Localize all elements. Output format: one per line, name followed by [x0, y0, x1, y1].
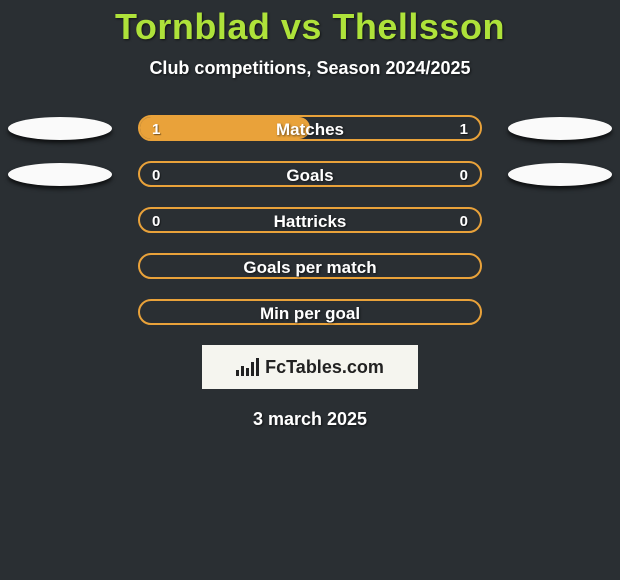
stat-left-value: 0 [152, 163, 160, 189]
stat-label: Hattricks [274, 212, 347, 231]
stat-label: Goals per match [243, 258, 376, 277]
stat-left-value: 1 [152, 117, 160, 143]
stat-row: Goals per match [0, 253, 620, 279]
player-ellipse-left [8, 117, 112, 140]
infographic-canvas: Tornblad vs Thellsson Club competitions,… [0, 0, 620, 580]
stat-right-value: 0 [460, 163, 468, 189]
logo-box: FcTables.com [202, 345, 418, 389]
stat-row: 0 0 Hattricks [0, 207, 620, 233]
stat-bar: 1 1 Matches [138, 115, 482, 141]
stat-bar: 0 0 Hattricks [138, 207, 482, 233]
stat-label: Goals [286, 166, 333, 185]
stat-bar: 0 0 Goals [138, 161, 482, 187]
player-ellipse-right [508, 163, 612, 186]
stat-label: Min per goal [260, 304, 360, 323]
logo-text: FcTables.com [265, 357, 384, 378]
stat-bar: Min per goal [138, 299, 482, 325]
stat-right-value: 1 [460, 117, 468, 143]
player-ellipse-left [8, 163, 112, 186]
subtitle: Club competitions, Season 2024/2025 [0, 58, 620, 79]
stat-right-value: 0 [460, 209, 468, 235]
stat-row: 1 1 Matches [0, 115, 620, 141]
date-text: 3 march 2025 [0, 409, 620, 430]
stat-bar: Goals per match [138, 253, 482, 279]
stat-label: Matches [276, 120, 344, 139]
page-title: Tornblad vs Thellsson [0, 0, 620, 48]
logo-bars-icon [236, 358, 259, 376]
stat-row: Min per goal [0, 299, 620, 325]
stats-block: 1 1 Matches 0 0 Goals 0 0 Hattricks Goals per mat… [0, 115, 620, 325]
stat-row: 0 0 Goals [0, 161, 620, 187]
player-ellipse-right [508, 117, 612, 140]
stat-left-value: 0 [152, 209, 160, 235]
